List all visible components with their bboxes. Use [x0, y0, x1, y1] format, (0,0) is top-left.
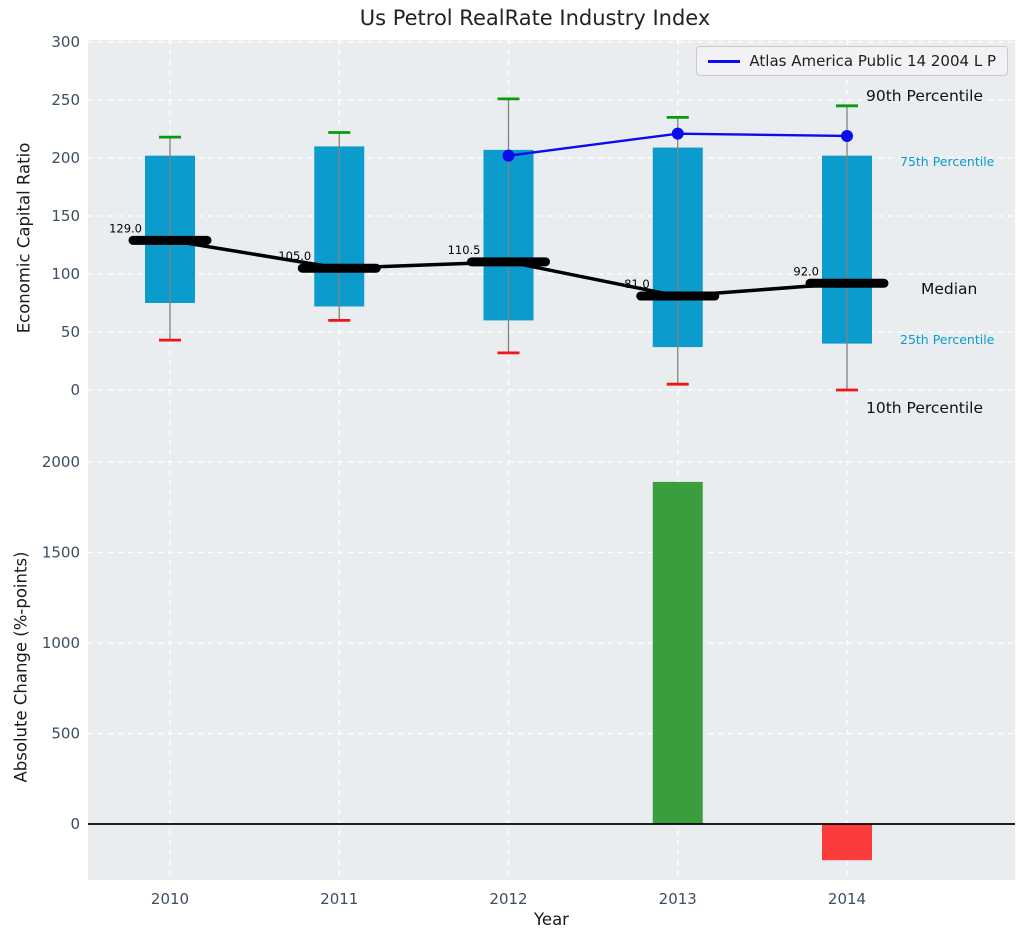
annotation-p75: 75th Percentile: [900, 154, 995, 169]
median-label-2011: 105.0: [278, 249, 311, 263]
bottom-plot-background: [88, 458, 1015, 880]
legend-line-sample-icon: [708, 59, 741, 63]
bottom-ytick-500: 500: [51, 725, 80, 743]
median-label-2012: 110.5: [448, 243, 481, 257]
annotation-median: Median: [921, 280, 977, 298]
top-ytick-200: 200: [51, 149, 80, 167]
top-ytick-150: 150: [51, 207, 80, 225]
company-dot-2013: [671, 127, 684, 140]
bar-2013: [652, 481, 703, 824]
xtick-2012: 2012: [489, 890, 527, 908]
xtick-2010: 2010: [151, 890, 189, 908]
company-dot-2012: [502, 149, 515, 162]
bottom-ytick-1000: 1000: [42, 634, 80, 652]
bottom-y-axis-label: Absolute Change (%-points): [11, 551, 31, 783]
bottom-ytick-2000: 2000: [42, 453, 80, 471]
top-ytick-300: 300: [51, 33, 80, 51]
annotation-p25: 25th Percentile: [900, 332, 995, 347]
company-dot-2014: [841, 129, 853, 142]
top-y-axis-label: Economic Capital Ratio: [14, 142, 34, 334]
x-axis-label: Year: [534, 910, 569, 929]
annotation-p90: 90th Percentile: [866, 87, 983, 105]
xtick-2013: 2013: [659, 890, 697, 908]
legend: Atlas America Public 14 2004 L P: [696, 46, 1008, 76]
chart-title: Us Petrol RealRate Industry Index: [359, 6, 711, 30]
top-ytick-0: 0: [70, 381, 80, 399]
median-label-2010: 129.0: [109, 221, 142, 235]
median-label-2013: 81.0: [624, 277, 650, 291]
legend-series-label: Atlas America Public 14 2004 L P: [749, 52, 996, 70]
xtick-2014: 2014: [828, 890, 866, 908]
annotation-p10: 10th Percentile: [866, 399, 983, 417]
top-ytick-100: 100: [51, 265, 80, 283]
top-ytick-50: 50: [61, 323, 80, 341]
top-ytick-250: 250: [51, 91, 80, 109]
bottom-ytick-0: 0: [70, 815, 80, 833]
median-label-2014: 92.0: [793, 264, 819, 278]
bar-2014: [822, 824, 872, 861]
bottom-ytick-1500: 1500: [42, 544, 80, 562]
xtick-2011: 2011: [320, 890, 358, 908]
